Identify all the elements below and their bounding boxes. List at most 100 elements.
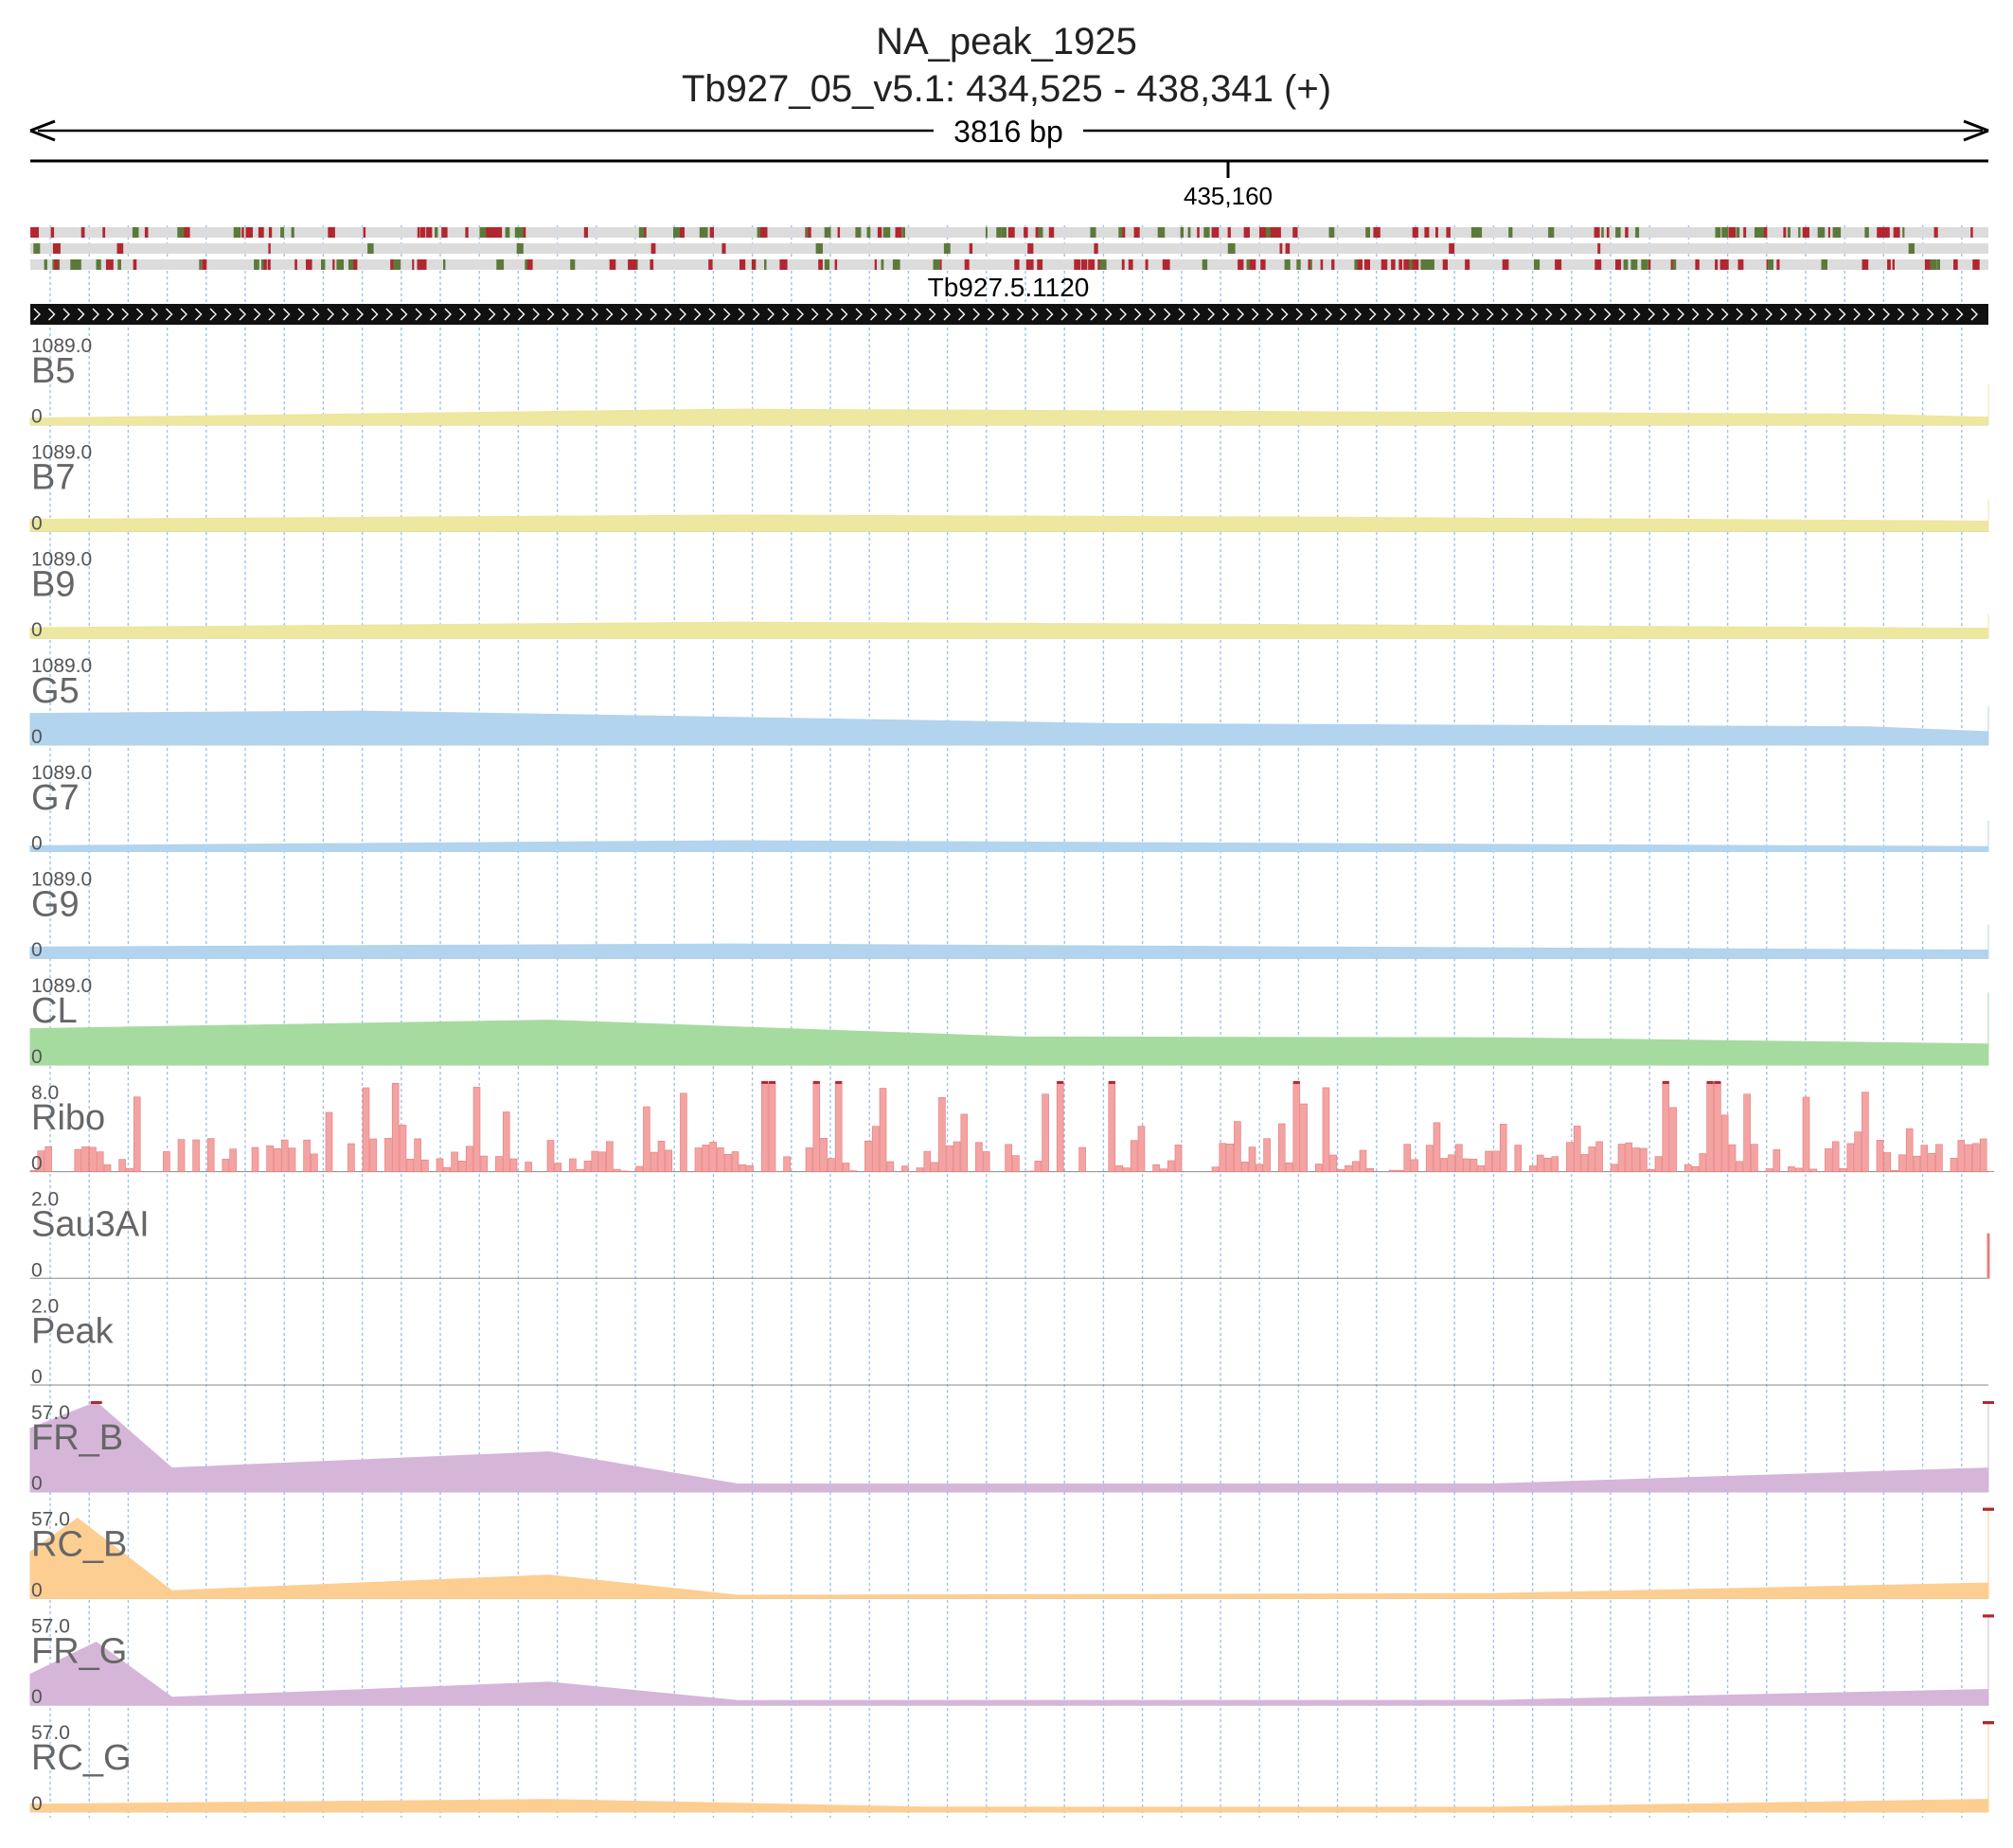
restriction-site xyxy=(1024,227,1028,238)
restriction-site xyxy=(855,227,862,238)
restriction-site xyxy=(505,227,510,238)
ribo-bar xyxy=(1425,1145,1434,1172)
ribo-bar xyxy=(1640,1147,1648,1172)
ribo-bar xyxy=(229,1148,237,1172)
ribo-bar xyxy=(1329,1154,1338,1172)
ribo-bar xyxy=(1891,1170,1898,1172)
ribo-bar xyxy=(1300,1103,1308,1172)
ribo-bar xyxy=(1965,1144,1972,1172)
ribo-bar xyxy=(1647,1168,1655,1172)
ribo-bar xyxy=(1825,1148,1832,1172)
restriction-site xyxy=(1133,227,1140,238)
ribo-bar xyxy=(1654,1156,1663,1172)
ribo-bar xyxy=(1920,1145,1929,1172)
restriction-site xyxy=(1601,227,1604,238)
ribo-bar xyxy=(1256,1164,1264,1172)
restriction-site xyxy=(102,227,106,238)
ribo-bar xyxy=(1743,1093,1751,1172)
ribo-bar xyxy=(1130,1140,1138,1172)
coverage-area xyxy=(29,1401,1989,1493)
restriction-site xyxy=(1094,243,1098,254)
restriction-site xyxy=(1001,227,1006,238)
restriction-site xyxy=(1118,227,1125,238)
restriction-site xyxy=(1187,227,1191,238)
restriction-site xyxy=(199,259,202,270)
ribo-bar xyxy=(495,1156,503,1172)
clip-marker xyxy=(812,1080,820,1084)
restriction-site xyxy=(1265,227,1273,238)
restriction-site xyxy=(1121,259,1125,270)
ribo-bar xyxy=(1617,1144,1626,1172)
restriction-site xyxy=(306,259,312,270)
restriction-site xyxy=(353,259,358,270)
restriction-site xyxy=(1435,227,1438,238)
coverage-area xyxy=(29,1722,1989,1813)
track-fr-g: 57.0FR_G 0 xyxy=(29,1614,1994,1708)
restriction-site xyxy=(1270,227,1277,238)
x-axis: 3816 bp435,160435,796436,432437,068437,7… xyxy=(29,114,1989,210)
restriction-site xyxy=(1090,227,1096,238)
restriction-site xyxy=(1211,227,1220,238)
restriction-site xyxy=(363,227,366,238)
ribo-bar xyxy=(1683,1164,1692,1172)
ribo-bar xyxy=(1529,1165,1537,1172)
ribo-bar xyxy=(89,1146,97,1172)
restriction-site xyxy=(808,227,811,238)
ribo-bar xyxy=(1950,1158,1958,1172)
track-name-label: Sau3AI xyxy=(31,1205,150,1245)
track-ymax-label: 8.0 xyxy=(31,1082,59,1104)
restriction-site xyxy=(1403,259,1410,270)
ribo-bar xyxy=(717,1147,724,1172)
ribo-bar xyxy=(1248,1146,1256,1172)
ribo-bar xyxy=(1234,1121,1241,1172)
track-ymin-label: 0 xyxy=(31,1686,43,1708)
restriction-site xyxy=(435,227,438,238)
restriction-site xyxy=(1420,259,1425,270)
ribo-bar xyxy=(1240,1162,1249,1172)
restriction-site xyxy=(609,259,616,270)
ribo-bar xyxy=(37,1150,45,1172)
track-ymin-label: 0 xyxy=(31,406,43,428)
restriction-site xyxy=(96,259,101,270)
ribo-bar xyxy=(1706,1081,1714,1172)
track-g9: 1089.0G9 0 xyxy=(29,869,1989,961)
ribo-bar xyxy=(1314,1164,1323,1172)
restriction-site xyxy=(70,259,78,270)
clip-marker xyxy=(1057,1080,1064,1084)
clip-marker xyxy=(1662,1080,1669,1084)
restriction-site xyxy=(1974,259,1980,270)
restriction-site xyxy=(1080,259,1088,270)
ribo-bar xyxy=(650,1151,658,1172)
ribo-bar xyxy=(680,1093,687,1172)
ribo-bar xyxy=(1277,1123,1286,1172)
signal-tracks: 1089.0B501089.0B701089.0B901089.0G501089… xyxy=(29,335,1995,1815)
ribo-bar xyxy=(1831,1141,1840,1172)
restriction-site xyxy=(258,227,264,238)
restriction-site xyxy=(885,227,891,238)
track-ymax-label: 1089.0 xyxy=(31,869,92,891)
ribo-bar xyxy=(1854,1131,1862,1172)
ribo-bar xyxy=(783,1156,791,1172)
track-name-label: B7 xyxy=(31,458,75,498)
ribo-bar xyxy=(45,1146,52,1172)
ribo-bar xyxy=(849,1170,858,1172)
restriction-site xyxy=(1864,227,1869,238)
restriction-site xyxy=(824,259,830,270)
ribo-bar xyxy=(702,1145,710,1172)
restriction-site xyxy=(1365,227,1370,238)
ribo-bar xyxy=(1263,1138,1271,1172)
ribo-bar xyxy=(1160,1168,1167,1172)
restriction-site xyxy=(1895,227,1900,238)
restriction-site xyxy=(33,243,41,254)
restriction-site xyxy=(52,243,61,254)
ribo-bar xyxy=(657,1141,666,1172)
ribo-bar xyxy=(436,1158,444,1172)
ribo-bar xyxy=(1115,1165,1123,1172)
track-name-label: RC_G xyxy=(31,1738,132,1778)
restriction-site xyxy=(1630,259,1638,270)
restriction-site xyxy=(80,227,85,238)
restriction-site xyxy=(280,227,285,238)
restriction-site xyxy=(881,259,884,270)
